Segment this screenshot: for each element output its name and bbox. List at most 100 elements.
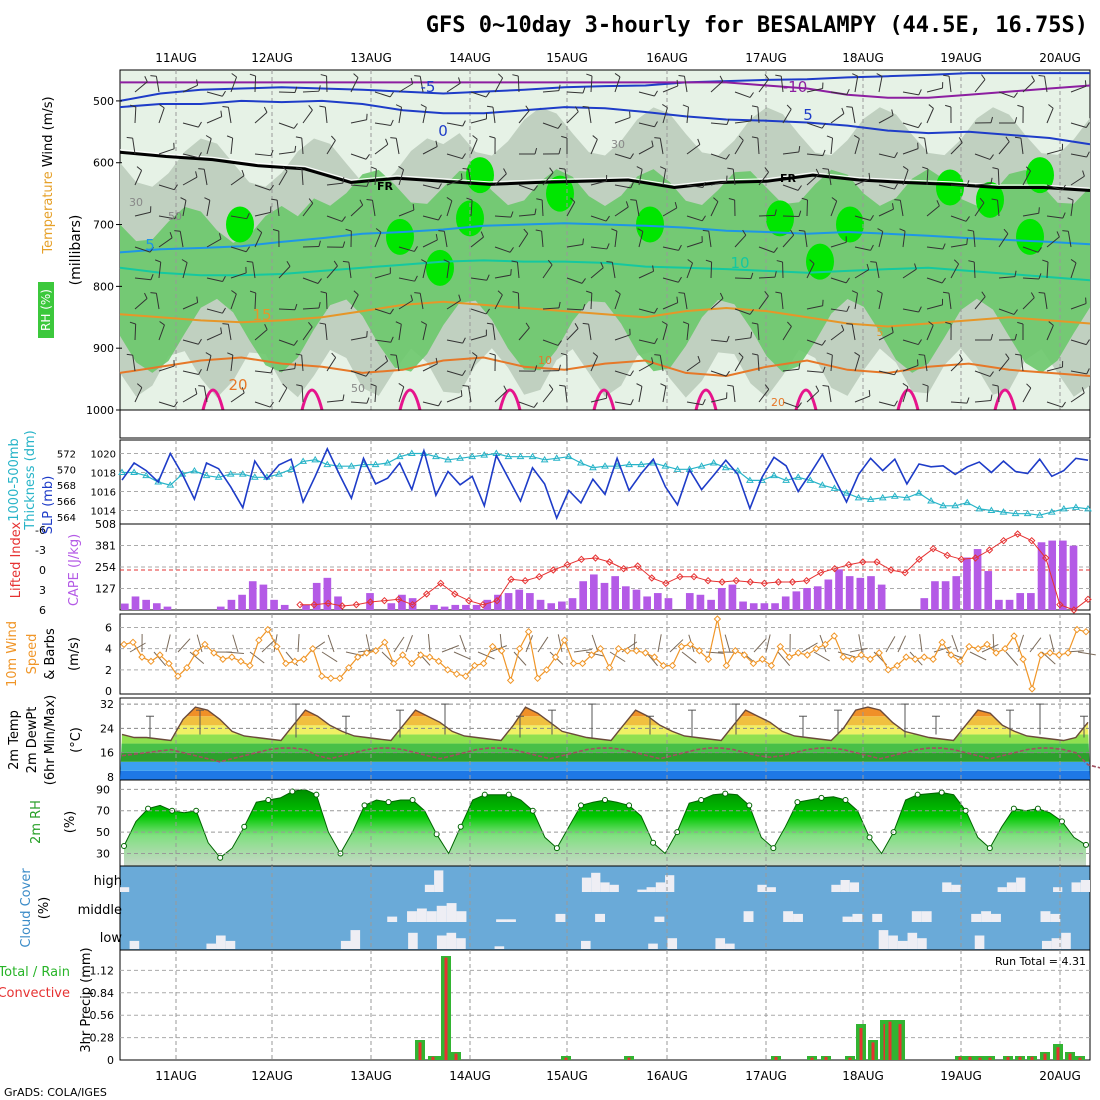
wind-speed-point [614,644,623,653]
precip-tick-label: 0 [107,1054,114,1067]
wind-speed-point [381,638,389,647]
wind-barb [1022,170,1031,186]
wind-barb [206,355,212,372]
thickness-point [854,493,863,501]
wind-barb [230,355,234,372]
wind-barb-flag [271,198,278,201]
wind-barb [638,270,654,279]
wind-barb [326,399,343,403]
rh-legend-swatch [38,282,54,338]
wind-barb-10m [992,633,995,653]
lifted-index-point [394,595,403,604]
thickness-point [770,471,778,479]
wind-barb [230,138,234,155]
wind-barb-flag [719,292,724,299]
wind-barb-10m [753,638,767,653]
wind-barb-flag [991,198,998,201]
wind-barb [446,370,463,376]
wind-barb [254,211,271,217]
wind-barb [134,81,148,93]
wind-barb-flag [797,185,802,191]
wind-barb [734,91,751,98]
lifted-index-point [549,566,557,574]
thickness-point [1047,508,1056,515]
wind-speed-point [956,657,964,666]
wind-barb-flag [389,308,394,315]
wind-barb [830,200,838,217]
wind-barb [301,355,304,372]
wind-barb [182,176,198,186]
wind-barb [446,178,463,186]
lifted-index-point [605,558,614,566]
lifted-index-point [873,558,881,566]
wind-speed-point [425,653,434,661]
cape-bar [835,569,843,610]
wind-barb-flag [989,154,994,160]
wind-barb [854,76,859,93]
wind-barb [902,386,909,403]
wind-speed-point [1073,625,1081,634]
wind-barb-flag [220,110,223,117]
wind-barb-flag [486,105,494,108]
wind-barb-flag [615,290,621,295]
wind-barb-flag [654,90,658,97]
wind-barb-flag [420,104,427,108]
wind-barb-10m [513,651,527,666]
temperature-contours [119,72,1091,411]
wind-barb [325,292,328,310]
wind-barb-flag [992,384,999,387]
wind-barb [446,82,461,93]
wind-barb-flag [466,197,473,201]
wind-speed-point [165,659,173,668]
wind-barb-flag [410,77,414,84]
thickness-point [407,449,416,456]
precip-unit-label: 3hr Precip (mm) [79,947,94,1052]
rh-point [938,789,945,796]
wind-barb [542,339,559,346]
rh-point [313,791,320,798]
contour-label: 50 [351,382,365,395]
wind-barb [662,277,679,283]
contour-label: FR [377,180,394,193]
bottom-date-label: 16AUG [646,1069,688,1083]
contour-25 [201,388,225,411]
precip-convective-bar [1030,1056,1034,1060]
wind-barb [422,363,438,372]
precip-convective-bar [988,1057,992,1060]
wind-barb-flag [1014,270,1017,277]
cloud-level-label: high [94,874,122,889]
wind-barb-flag [726,118,730,125]
wind-barb-flag [180,197,187,201]
wind-barb [588,107,592,124]
wind-barb-flag [751,322,758,325]
wind-barb [134,298,148,310]
wind-barb-flag [366,180,370,187]
thickness-point [842,489,851,496]
li-tick-label: 3 [39,584,46,597]
wind10-unit: (m/s) [67,637,82,671]
wind-barb [443,231,448,248]
rh-point [842,797,849,804]
wind-barb-flag [221,90,226,97]
wind-barb-flag [136,383,143,388]
wind-barb [758,389,770,403]
wind-barb [806,173,820,186]
cloud-bar [340,940,351,949]
wind-barb [854,138,860,155]
wind-barb [1046,325,1054,341]
wind-tick-label: 6 [105,621,112,634]
wind-barb [374,143,389,155]
lifted-index-point [1013,530,1022,538]
wind-barb [302,277,319,284]
wind-barb-flag [701,215,706,222]
wind-barb [470,91,487,98]
thickness-point [721,463,730,471]
cloud-bar [655,882,666,892]
pressure-unit-label: (millibars) [68,215,84,286]
precip-convective-bar [888,1021,892,1060]
wind-barb [780,293,784,310]
rh-point [698,797,705,804]
wind-barb [470,355,478,372]
cloud-bar [591,872,601,892]
wind-barb-flag [1038,291,1045,294]
